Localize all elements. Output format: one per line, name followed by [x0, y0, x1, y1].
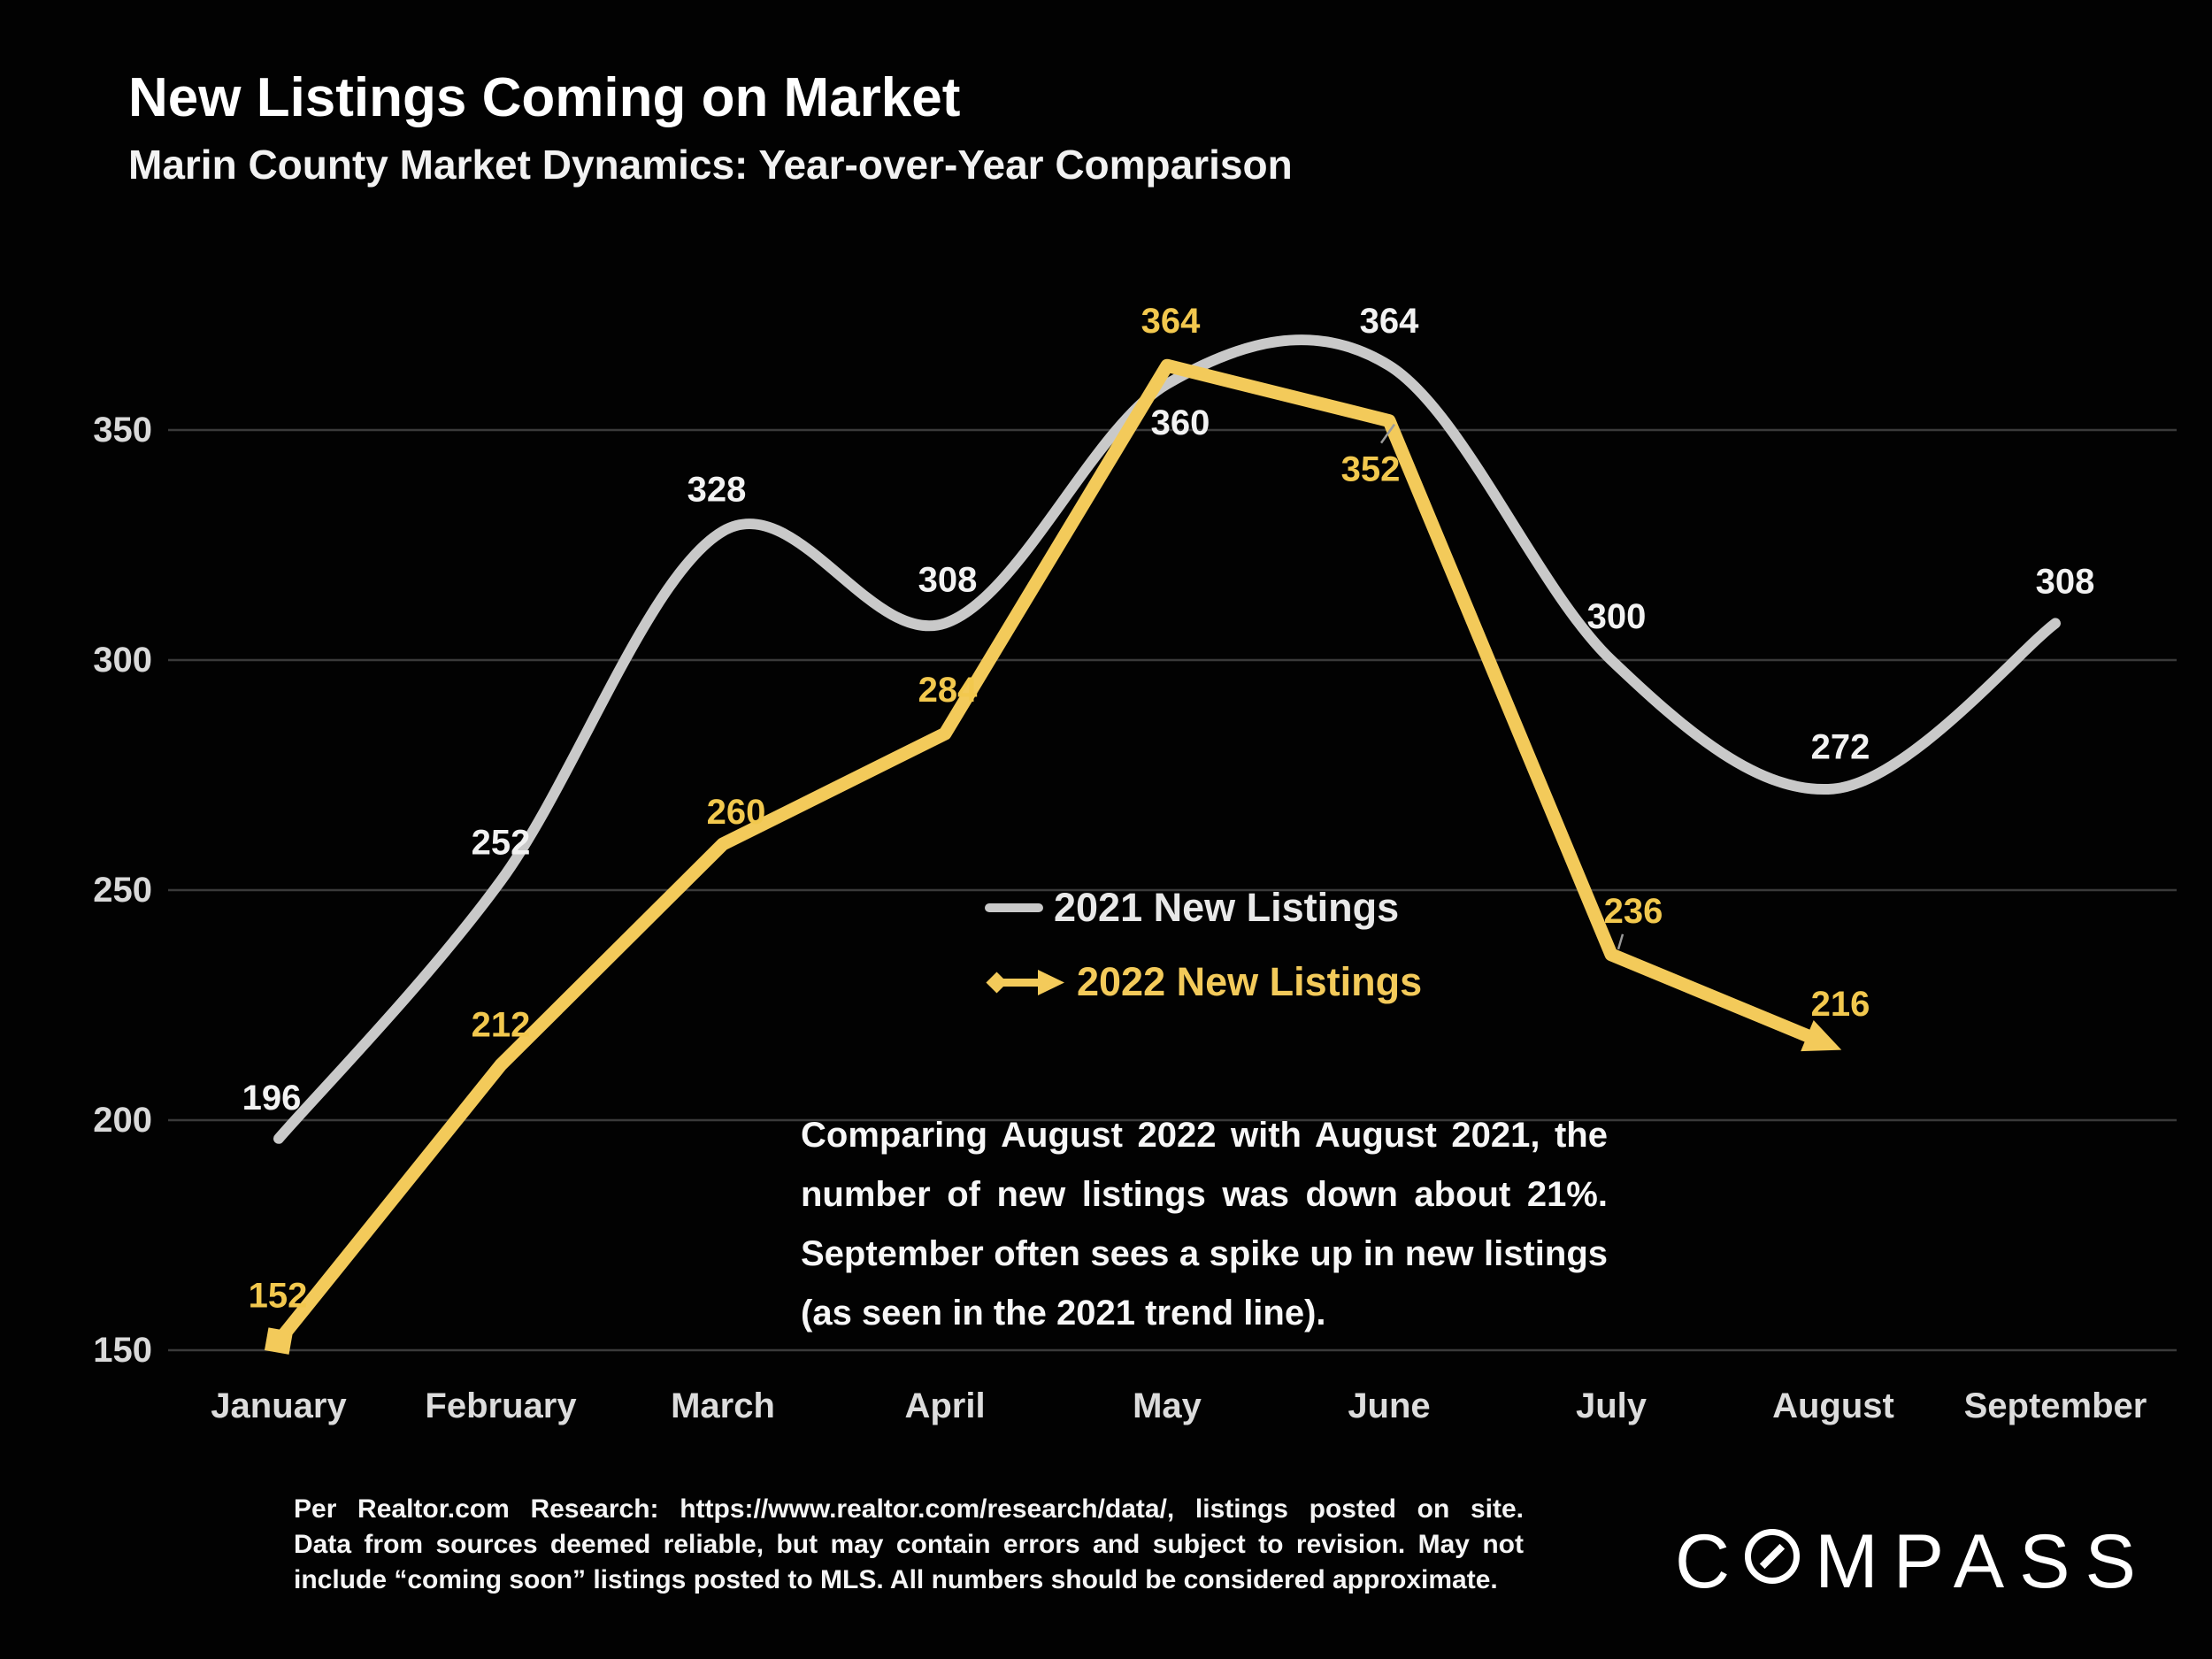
legend-diamond-arrow-icon	[986, 970, 1064, 995]
disclaimer-line-3: include “coming soon” listings posted to…	[294, 1565, 1498, 1594]
series-start-square-marker	[264, 1327, 294, 1355]
data-label-364: 364	[1141, 302, 1201, 341]
legend-label-2021: 2021 New Listings	[1054, 885, 1400, 930]
data-label-352: 352	[1341, 450, 1401, 489]
data-label-284: 284	[918, 671, 978, 710]
legend-item-2021: 2021 New Listings	[985, 885, 1422, 931]
xtick-label-march: March	[671, 1386, 775, 1425]
xtick-label-april: April	[904, 1386, 985, 1425]
disclaimer-line-1: Per Realtor.com Research: https://www.re…	[294, 1494, 1524, 1524]
disclaimer-text: Per Realtor.com Research: https://www.re…	[294, 1492, 1524, 1598]
data-label-196: 196	[242, 1079, 302, 1118]
annotation-line-2: number of new listings was down about 21…	[801, 1175, 1608, 1214]
xtick-label-january: January	[211, 1386, 347, 1425]
page-title: New Listings Coming on Market	[128, 67, 961, 128]
data-label-216: 216	[1811, 985, 1870, 1024]
annotation-line-3: September often sees a spike up in new l…	[801, 1234, 1608, 1273]
data-label-152: 152	[249, 1277, 308, 1316]
data-label-308: 308	[2036, 562, 2095, 601]
label-leader-line	[1379, 423, 1396, 444]
data-label-364: 364	[1360, 302, 1419, 341]
legend-item-2022: 2022 New Listings	[985, 959, 1422, 1005]
legend-label-2022: 2022 New Listings	[1077, 959, 1423, 1004]
ytick-label-150: 150	[93, 1331, 152, 1370]
annotation-text: Comparing August 2022 with August 2021, …	[801, 1106, 1608, 1343]
disclaimer-line-2: Data from sources deemed reliable, but m…	[294, 1530, 1524, 1559]
logo-letters-mpass: MPASS	[1815, 1519, 2151, 1604]
data-label-272: 272	[1811, 728, 1870, 767]
ytick-label-350: 350	[93, 411, 152, 449]
xtick-label-june: June	[1348, 1386, 1430, 1425]
logo-letter-c: C	[1675, 1519, 1746, 1604]
ytick-label-300: 300	[93, 641, 152, 680]
compass-logo: C MPASS	[1675, 1524, 2151, 1600]
data-label-328: 328	[687, 470, 747, 509]
xtick-label-july: July	[1576, 1386, 1647, 1425]
data-label-308: 308	[918, 560, 978, 599]
data-label-252: 252	[472, 824, 531, 863]
ytick-label-250: 250	[93, 871, 152, 910]
data-label-236: 236	[1604, 892, 1663, 931]
data-label-212: 212	[472, 1006, 531, 1045]
series-end-arrow-marker	[1801, 1019, 1842, 1052]
xtick-label-september: September	[1964, 1386, 2147, 1425]
annotation-line-4: (as seen in the 2021 trend line).	[801, 1294, 1326, 1333]
xtick-label-august: August	[1772, 1386, 1894, 1425]
annotation-line-1: Comparing August 2022 with August 2021, …	[801, 1116, 1608, 1155]
legend-line-icon	[985, 903, 1043, 912]
data-label-300: 300	[1587, 597, 1647, 636]
data-label-360: 360	[1151, 403, 1210, 442]
label-leader-line	[1617, 933, 1624, 950]
chart-legend: 2021 New Listings 2022 New Listings	[985, 885, 1422, 1005]
page-subtitle: Marin County Market Dynamics: Year-over-…	[128, 142, 1293, 188]
compass-needle-icon	[1745, 1529, 1801, 1584]
ytick-label-200: 200	[93, 1101, 152, 1140]
xtick-label-may: May	[1133, 1386, 1202, 1425]
data-label-260: 260	[707, 793, 766, 832]
series-line-2022	[272, 358, 1819, 1348]
xtick-label-february: February	[425, 1386, 577, 1425]
